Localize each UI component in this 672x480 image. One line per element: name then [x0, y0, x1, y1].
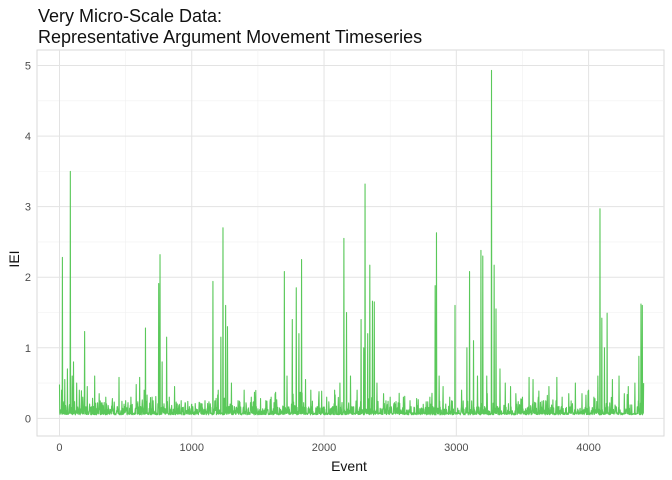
- x-tick-label: 0: [56, 442, 62, 454]
- y-axis-title: IEI: [6, 250, 22, 267]
- x-tick-label: 2000: [312, 442, 336, 454]
- panel-border: [36, 49, 665, 437]
- x-tick-label: 4000: [576, 442, 600, 454]
- chart-subtitle: Representative Argument Movement Timeser…: [38, 27, 423, 47]
- y-tick-label: 2: [25, 272, 31, 284]
- grid-lines: [36, 49, 665, 437]
- x-tick-label: 1000: [180, 442, 204, 454]
- x-tick-labels: 0 1000 2000 3000 4000: [56, 442, 600, 454]
- x-tick-label: 3000: [444, 442, 468, 454]
- series-group: [58, 69, 645, 416]
- iei-series-line: [58, 69, 645, 416]
- y-tick-label: 1: [25, 343, 31, 355]
- y-tick-label: 4: [25, 131, 31, 143]
- chart-title: Very Micro-Scale Data:: [38, 6, 223, 26]
- x-axis-title: Event: [331, 458, 367, 474]
- y-tick-labels: 0 1 2 3 4 5: [25, 61, 31, 426]
- y-tick-label: 0: [25, 413, 31, 425]
- y-tick-label: 3: [25, 202, 31, 214]
- y-tick-label: 5: [25, 61, 31, 73]
